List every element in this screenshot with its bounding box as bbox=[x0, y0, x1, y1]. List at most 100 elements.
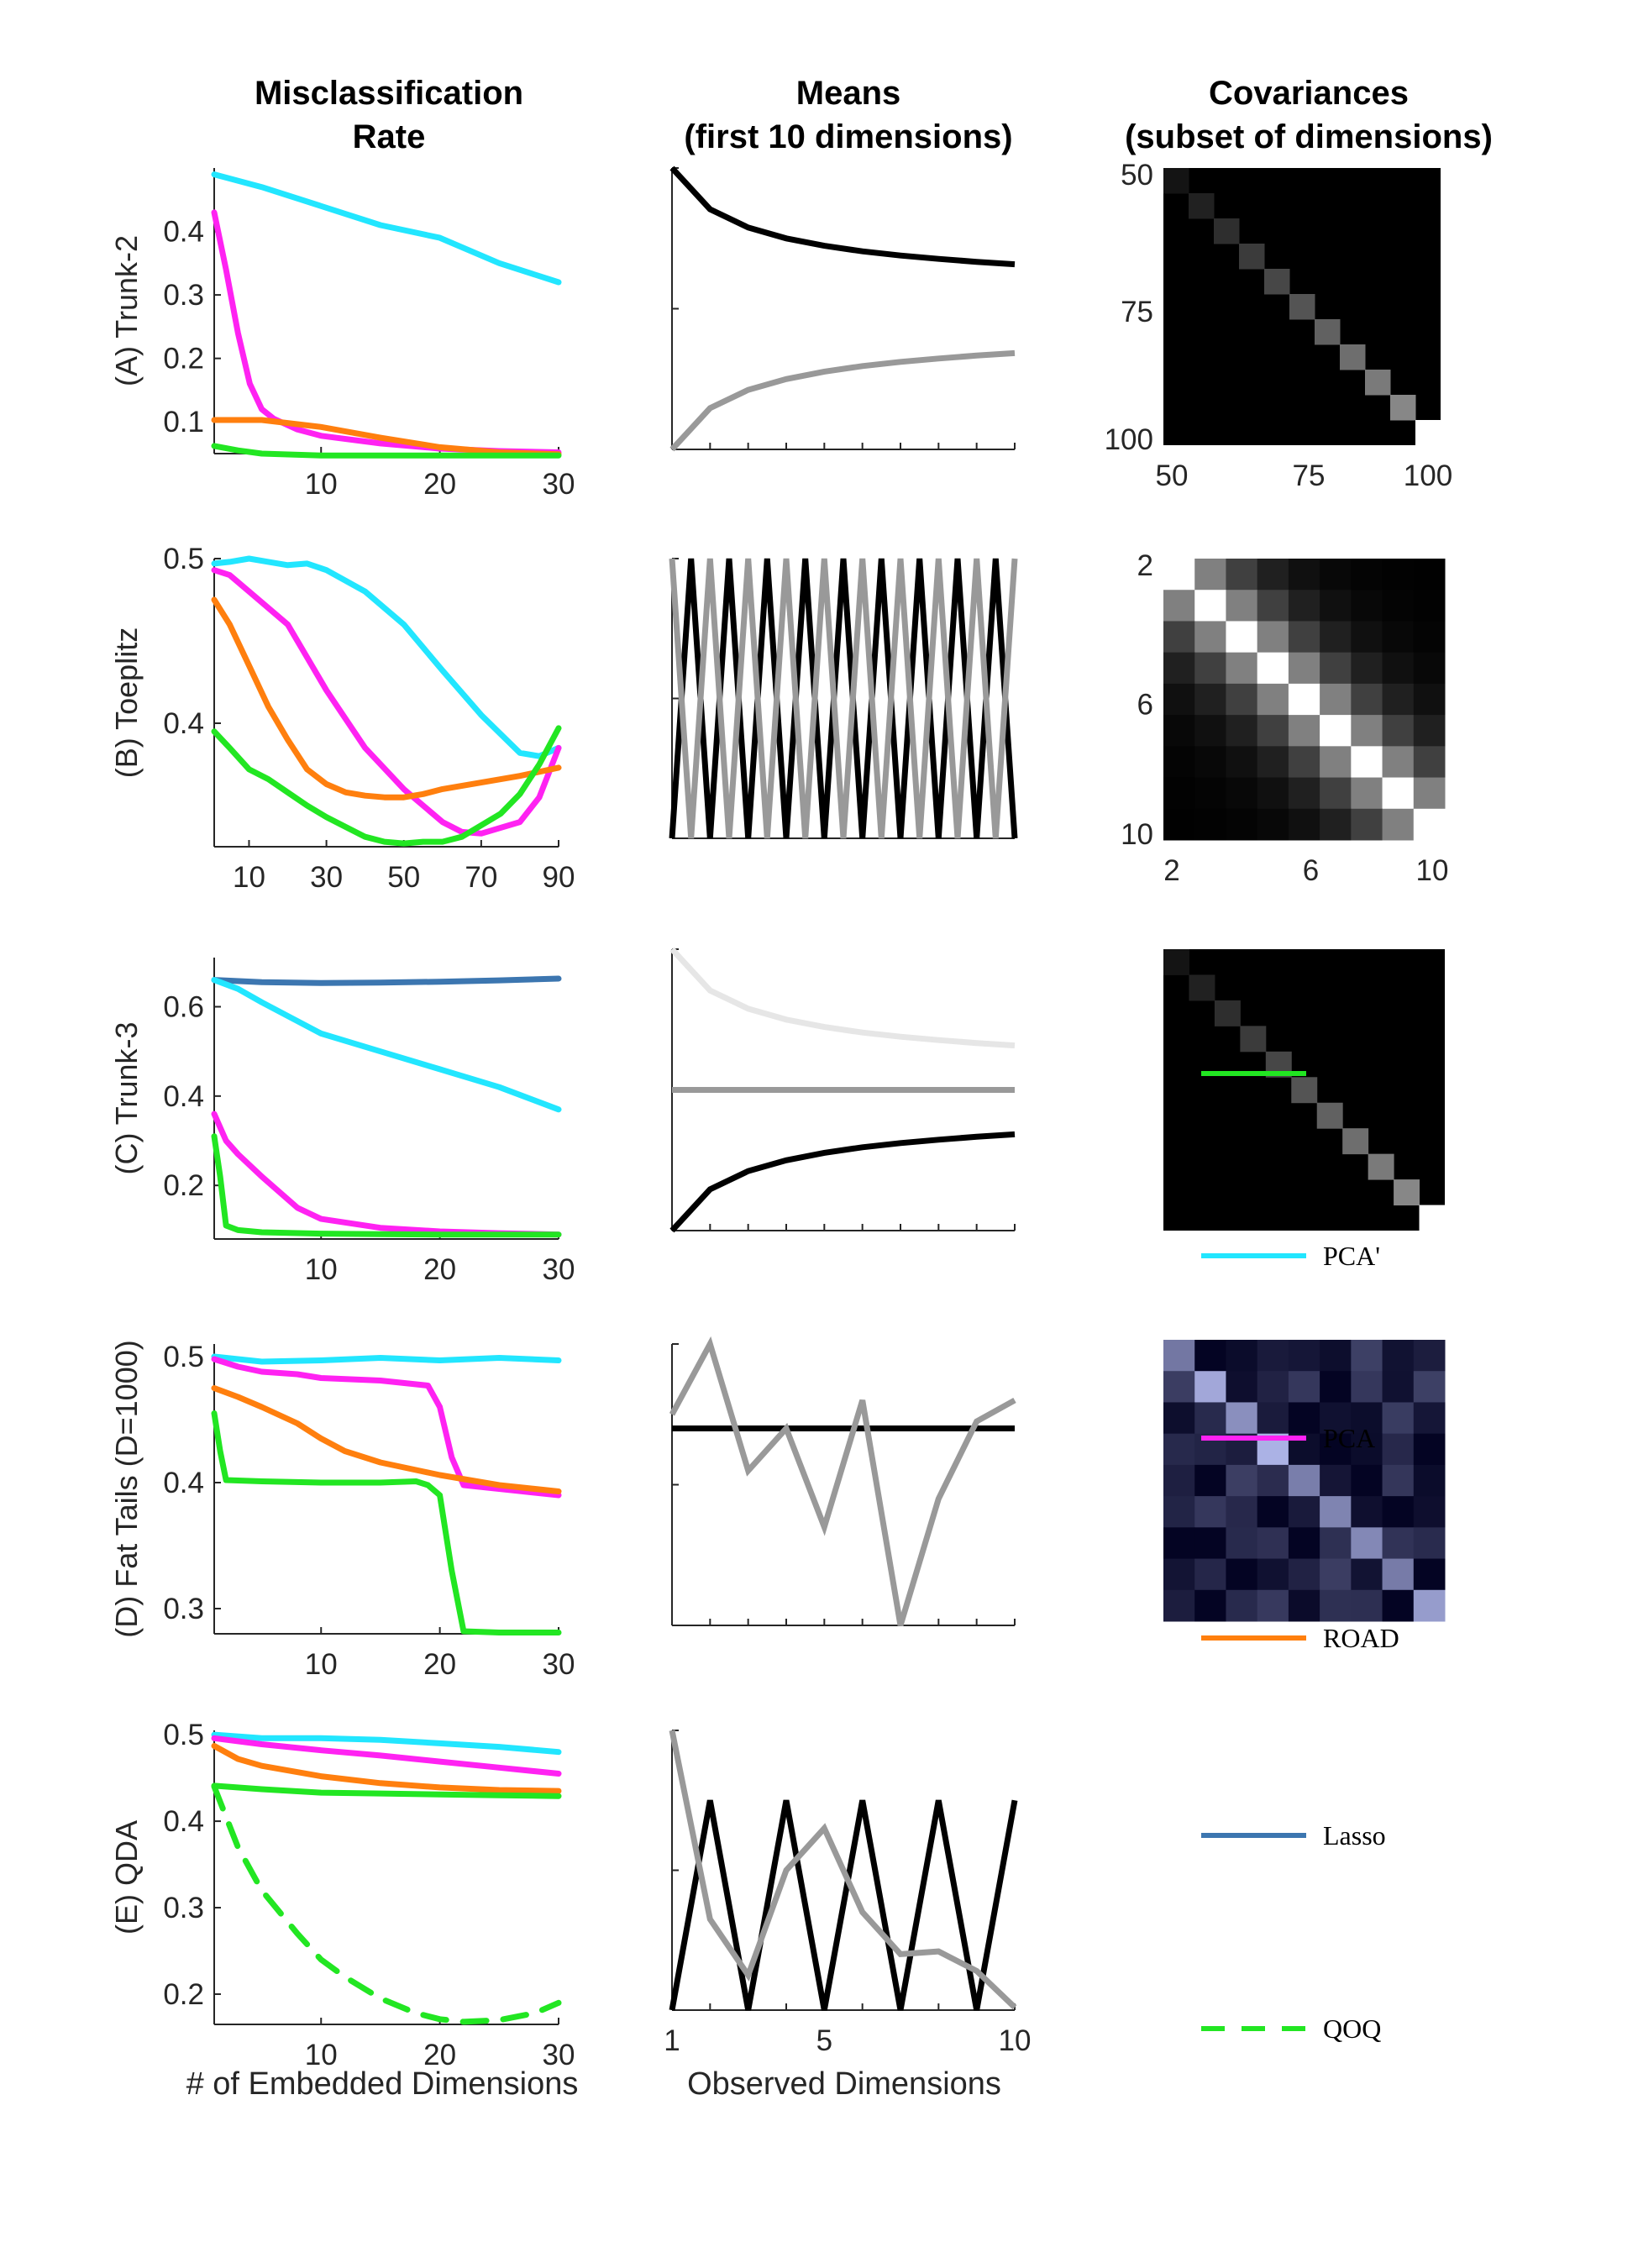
heatmap-cell bbox=[1382, 715, 1415, 747]
heatmap-cell bbox=[1163, 590, 1195, 622]
heatmap-cell bbox=[1288, 559, 1320, 591]
heatmap-cell bbox=[1320, 1371, 1352, 1403]
x-tick-label: 30 bbox=[543, 468, 575, 501]
y-tick-label: 0.3 bbox=[163, 1892, 204, 1924]
x-tick-label: 30 bbox=[310, 861, 343, 894]
heatmap-cell bbox=[1257, 1558, 1289, 1591]
heatmap-cell bbox=[1257, 1496, 1289, 1528]
heatmap-cell bbox=[1240, 1026, 1267, 1053]
misclass-panel-3: 0.3 0.4 0.5 10 20 30 (D) Fat Tails (D=1000) bbox=[109, 1340, 575, 1681]
heatmap-cell bbox=[1163, 652, 1195, 685]
heatmap-cell bbox=[1288, 1371, 1320, 1403]
heatmap-cell bbox=[1320, 1402, 1352, 1435]
heatmap-cell bbox=[1257, 1340, 1289, 1372]
heatmap-cell bbox=[1288, 652, 1320, 685]
heatmap-cell bbox=[1351, 808, 1383, 841]
heatmap-cell bbox=[1382, 1464, 1415, 1497]
heatmap-cell bbox=[1291, 1077, 1318, 1104]
heatmap-cell bbox=[1351, 1558, 1383, 1591]
y-tick-label: 0.4 bbox=[163, 1467, 204, 1499]
y-tick-label: 0.4 bbox=[163, 707, 204, 740]
heatmap-cell bbox=[1194, 1558, 1226, 1591]
covariance-panel-2 bbox=[1163, 949, 1446, 1231]
x-axis-label: # of Embedded Dimensions bbox=[186, 2066, 579, 2102]
mean-line-class1 bbox=[669, 558, 1018, 839]
mean-line-class2 bbox=[669, 1730, 1017, 2010]
means-panel-2 bbox=[669, 947, 1016, 1233]
y-axis-label: (B) Toeplitz bbox=[109, 627, 144, 778]
mean-line-class1 bbox=[669, 1799, 1018, 2011]
heatmap-cell bbox=[1226, 1371, 1258, 1403]
heatmap-cell bbox=[1226, 1589, 1258, 1622]
x-tick-label: 30 bbox=[543, 1648, 575, 1681]
heatmap-cell bbox=[1351, 1433, 1383, 1466]
series-line-pcaprime bbox=[211, 1353, 562, 1365]
x-tick-label: 20 bbox=[423, 1648, 456, 1681]
heatmap-cell bbox=[1189, 974, 1215, 1001]
series-line-pcaprime bbox=[211, 555, 562, 759]
heatmap-cell bbox=[1413, 1340, 1446, 1372]
heatmap-cell bbox=[1382, 590, 1415, 622]
heatmap-cell bbox=[1382, 1340, 1415, 1372]
heatmap-cell bbox=[1257, 1464, 1289, 1497]
heatmap-cell bbox=[1320, 652, 1352, 685]
heatmap-cell bbox=[1194, 715, 1226, 747]
y-axis-label: (C) Trunk-3 bbox=[109, 1021, 144, 1174]
heatmap-cell bbox=[1340, 344, 1366, 370]
legend: PCA' PCA ROAD Lasso QOQ bbox=[1201, 1071, 1399, 2044]
y-tick-label: 0.3 bbox=[163, 1593, 204, 1625]
heatmap-cell bbox=[1320, 590, 1352, 622]
heatmap-cell bbox=[1382, 746, 1415, 779]
misclass-panel-1: 0.4 0.5 10 30 50 70 90 (B) Toeplitz bbox=[109, 543, 575, 894]
y-tick-label: 0.4 bbox=[163, 216, 204, 249]
header-misclassification-line1: Misclassification bbox=[255, 75, 523, 112]
x-tick-label: 30 bbox=[543, 2039, 575, 2071]
y-tick-label: 0.6 bbox=[163, 990, 204, 1023]
series-line-lol bbox=[211, 1410, 562, 1635]
x-tick-label: 2 bbox=[1163, 854, 1179, 887]
heatmap-cell bbox=[1194, 777, 1226, 810]
y-tick-label: 0.5 bbox=[163, 1341, 204, 1373]
heatmap-cell bbox=[1382, 1371, 1415, 1403]
heatmap-cell bbox=[1351, 590, 1383, 622]
heatmap-cell bbox=[1413, 808, 1446, 841]
heatmap-cell bbox=[1257, 652, 1289, 685]
heatmap-cell bbox=[1413, 777, 1446, 810]
heatmap-cell bbox=[1226, 1496, 1258, 1528]
heatmap-cell bbox=[1342, 1128, 1369, 1155]
heatmap-cell bbox=[1226, 590, 1258, 622]
heatmap-cell bbox=[1382, 621, 1415, 654]
heatmap-cell bbox=[1194, 1464, 1226, 1497]
series-line-pcaprime bbox=[211, 171, 562, 286]
header-means-line1: Means bbox=[796, 75, 901, 112]
heatmap-cell bbox=[1320, 683, 1352, 716]
heatmap-cell bbox=[1226, 1527, 1258, 1560]
heatmap-cell bbox=[1194, 1402, 1226, 1435]
heatmap-cell bbox=[1288, 1589, 1320, 1622]
heatmap-cell bbox=[1413, 590, 1446, 622]
x-axis-label: Observed Dimensions bbox=[687, 2066, 1001, 2102]
heatmap-cell bbox=[1382, 777, 1415, 810]
heatmap-cell bbox=[1419, 1205, 1446, 1231]
heatmap-cell bbox=[1351, 683, 1383, 716]
heatmap-cell bbox=[1226, 808, 1258, 841]
heatmap-cell bbox=[1226, 1558, 1258, 1591]
heatmap-cell bbox=[1194, 683, 1226, 716]
heatmap-cell bbox=[1390, 395, 1416, 421]
heatmap-cell bbox=[1382, 1433, 1415, 1466]
heatmap-cell bbox=[1163, 1558, 1195, 1591]
series-line-lasso bbox=[211, 975, 562, 986]
heatmap-cell bbox=[1226, 559, 1258, 591]
heatmap-cell bbox=[1257, 1402, 1289, 1435]
legend-label: ROAD bbox=[1323, 1623, 1399, 1653]
heatmap-cell bbox=[1413, 621, 1446, 654]
heatmap-cell bbox=[1194, 1496, 1226, 1528]
heatmap-cell bbox=[1163, 1527, 1195, 1560]
heatmap-cell bbox=[1320, 1527, 1352, 1560]
series-line-road bbox=[211, 596, 562, 801]
heatmap-cell bbox=[1194, 746, 1226, 779]
y-tick-label: 100 bbox=[1105, 423, 1153, 456]
mean-line-class2 bbox=[669, 349, 1016, 452]
heatmap-cell bbox=[1320, 1433, 1352, 1466]
